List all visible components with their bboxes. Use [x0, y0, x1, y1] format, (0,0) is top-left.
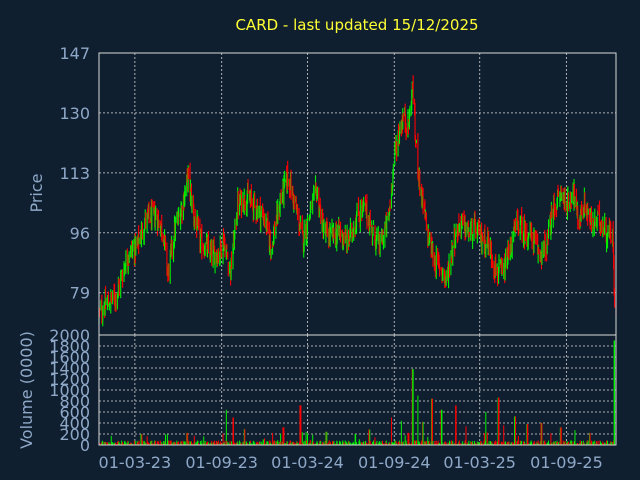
volume-tick-label: 1800: [49, 337, 90, 356]
price-grid: [99, 53, 616, 335]
chart-title: CARD - last updated 15/12/2025: [235, 16, 478, 34]
price-axis-label: Price: [27, 173, 46, 212]
price-y-ticks: 79 96 113 130 147: [59, 44, 90, 303]
x-ticks: 01-03-23 01-09-23 01-03-24 01-09-24 01-03-25…: [99, 453, 603, 472]
x-tick-label: 01-09-24: [358, 453, 431, 472]
price-tick-label: 147: [59, 44, 90, 63]
x-tick-label: 01-03-23: [99, 453, 172, 472]
volume-frame: [98, 334, 617, 446]
volume-tick-label: 2000: [49, 326, 90, 345]
price-tick-label: 113: [59, 164, 90, 183]
volume-tick-label: 600: [59, 403, 90, 422]
price-tick-label: 130: [59, 104, 90, 123]
price-panel: 79 96 113 130 147 Price: [27, 44, 617, 336]
x-tick-label: 01-09-25: [530, 453, 603, 472]
volume-tick-label: 400: [59, 414, 90, 433]
volume-tick-label: 1600: [49, 348, 90, 367]
volume-bars: [98, 340, 617, 445]
volume-tick-label: 1400: [49, 359, 90, 378]
volume-tick-label: 0: [80, 436, 90, 455]
volume-tick-label: 1200: [49, 370, 90, 389]
x-tick-label: 01-03-25: [443, 453, 516, 472]
price-tick-label: 96: [70, 224, 90, 243]
x-tick-label: 01-09-23: [185, 453, 258, 472]
volume-tick-label: 1000: [49, 381, 90, 400]
x-tick-label: 01-03-24: [271, 453, 344, 472]
candles: [98, 75, 617, 327]
volume-tick-label: 800: [59, 392, 90, 411]
price-tick-label: 79: [70, 284, 90, 303]
volume-tick-label: 200: [59, 425, 90, 444]
volume-grid: [99, 335, 616, 445]
volume-axis-label: Volume (0000): [17, 331, 36, 449]
